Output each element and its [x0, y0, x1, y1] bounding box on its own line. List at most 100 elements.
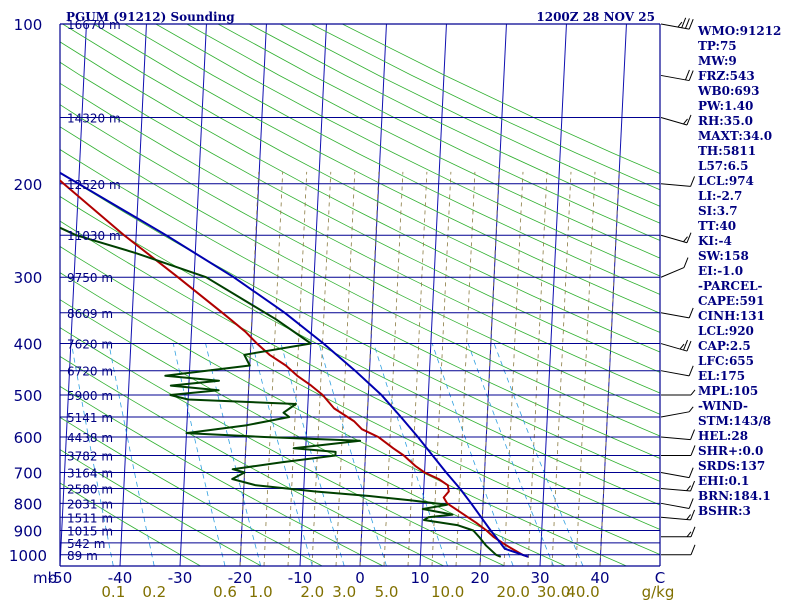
moist-adiabat — [383, 171, 404, 566]
mixing-ratio-tick-label: 5.0 — [375, 583, 399, 600]
index-entry: SI:3.7 — [698, 204, 738, 218]
index-entry: EHI:0.1 — [698, 474, 749, 488]
index-entry: CAPE:591 — [698, 294, 765, 308]
dry-adiabat — [60, 172, 660, 482]
height-label: 11030 m — [67, 229, 121, 243]
dry-adiabat — [60, 126, 660, 437]
pressure-tick-label: 1000 — [9, 547, 47, 565]
height-label: 89 m — [67, 549, 98, 563]
dry-adiabat — [155, 24, 660, 277]
wind-barb — [660, 429, 696, 441]
temperature-tick-label: -40 — [108, 569, 133, 587]
wind-barb — [660, 17, 694, 30]
dry-adiabat — [60, 82, 660, 394]
isotherm — [119, 24, 147, 566]
chart-title: PGUM (91212) Sounding — [66, 10, 235, 24]
temperature-trace — [60, 179, 529, 558]
moist-adiabat — [599, 171, 620, 566]
dry-adiabat — [60, 272, 627, 566]
isobar-grid — [59, 23, 661, 567]
pressure-tick-label: 400 — [14, 336, 43, 354]
isotherm — [0, 24, 26, 566]
index-entry: SRDS:137 — [698, 459, 765, 473]
moist-adiabat — [311, 171, 332, 566]
isotherm — [659, 555, 660, 566]
moist-adiabat — [335, 171, 356, 566]
wind-barb — [660, 307, 694, 319]
mixing-ratio-line — [431, 343, 514, 566]
dry-adiabat — [62, 24, 660, 333]
mixing-ratio-tick-label: 1.0 — [249, 583, 273, 600]
index-entry: MW:9 — [698, 54, 737, 68]
mixing-ratio-line — [280, 343, 345, 566]
index-entry: BRN:184.1 — [698, 489, 771, 503]
index-entry: PW:1.40 — [698, 99, 753, 113]
wind-barb — [660, 406, 694, 418]
index-entry: EI:-1.0 — [698, 264, 743, 278]
index-entry: LCL:974 — [698, 174, 754, 188]
height-label: 1015 m — [67, 524, 113, 538]
temperature-tick-label: -10 — [288, 569, 313, 587]
height-label: 3164 m — [67, 467, 113, 481]
temperature-tick-label: 40 — [590, 569, 609, 587]
mixing-ratio-tick-label: 0.1 — [101, 583, 125, 600]
wind-barb — [660, 69, 694, 82]
height-label: 9750 m — [67, 271, 113, 285]
wind-barb — [661, 544, 696, 556]
dry-adiabat — [186, 24, 660, 259]
index-entry: -WIND- — [698, 399, 748, 413]
index-entry: SHR+:0.0 — [698, 444, 763, 458]
mixing-ratio-tick-label: 0.6 — [213, 583, 237, 600]
index-entry: WMO:91212 — [697, 24, 781, 38]
moist-adiabat — [287, 171, 308, 566]
dry-adiabat — [60, 385, 384, 566]
height-label: 12520 m — [67, 178, 121, 192]
index-entry: KI:-4 — [698, 234, 732, 248]
mixing-ratio-line — [205, 343, 262, 566]
mixing-ratio-line — [318, 343, 387, 566]
index-entry: SW:158 — [698, 249, 749, 263]
height-label: 7620 m — [67, 338, 113, 352]
wind-barb — [661, 445, 696, 456]
moist-adiabat — [407, 171, 428, 566]
index-entry: TT:40 — [698, 219, 736, 233]
index-entry: STM:143/8 — [698, 414, 771, 428]
isotherm — [539, 24, 567, 566]
index-entry: TP:75 — [698, 39, 737, 53]
pressure-tick-label: 200 — [14, 176, 43, 194]
mixing-ratio-line — [467, 343, 554, 566]
indices-panel: WMO:91212TP:75MW:9FRZ:543WB0:693PW:1.40R… — [697, 24, 781, 518]
index-entry: FRZ:543 — [698, 69, 755, 83]
height-label: 1511 m — [67, 511, 113, 525]
wind-barb — [660, 339, 692, 352]
moist-adiabat — [455, 171, 476, 566]
index-entry: LFC:655 — [698, 354, 754, 368]
dry-adiabat — [60, 355, 444, 566]
wind-barbs — [660, 17, 696, 556]
moist-adiabat — [263, 171, 284, 566]
mixing-ratio-tick-label: 2.0 — [300, 583, 324, 600]
temperature-tick-label: -20 — [228, 569, 253, 587]
moist-adiabat — [479, 171, 500, 566]
index-entry: MPL:105 — [698, 384, 758, 398]
mixing-ratio-line — [108, 343, 155, 566]
pressure-tick-label: 500 — [14, 387, 43, 405]
mixing-ratio-line — [493, 343, 584, 566]
wind-barb — [660, 498, 694, 509]
pressure-labels: 100 200 300 400 500 600 700 800 900 1000 — [9, 16, 47, 565]
wind-barb — [661, 389, 696, 396]
wind-barb — [660, 365, 694, 377]
wind-barb — [661, 526, 696, 538]
index-entry: TH:5811 — [698, 144, 756, 158]
dry-adiabat — [60, 196, 660, 506]
temperature-tick-label: -30 — [168, 569, 193, 587]
isotherm — [419, 24, 447, 566]
index-entry: -PARCEL- — [698, 279, 763, 293]
index-entry: HEL:28 — [698, 429, 748, 443]
pressure-tick-label: 100 — [14, 16, 43, 34]
mixing-ratio-tick-label: 20.0 — [497, 583, 530, 600]
height-label: 5141 m — [67, 411, 113, 425]
height-label: 6720 m — [67, 365, 113, 379]
dry-adiabat — [60, 449, 262, 566]
